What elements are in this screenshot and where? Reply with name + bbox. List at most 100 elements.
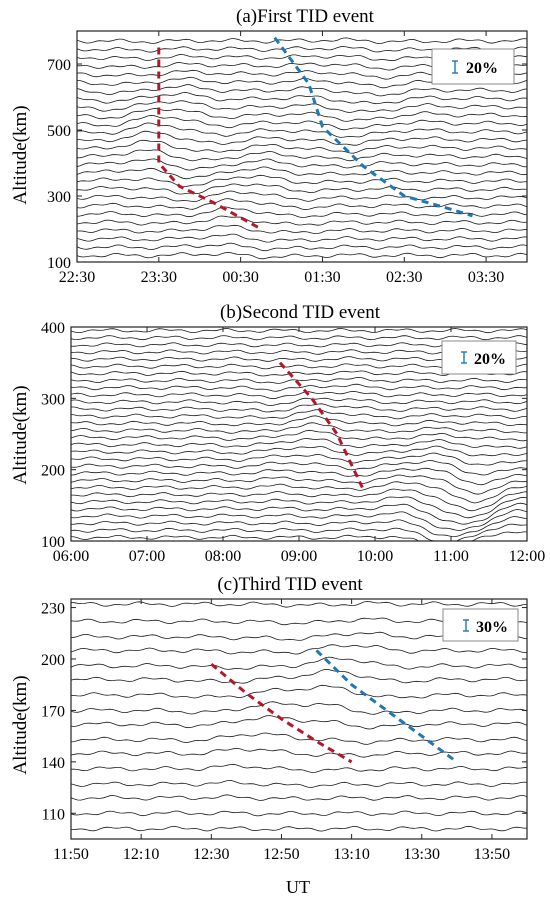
trace-line — [71, 397, 527, 407]
trace-line — [71, 644, 527, 655]
trace-line — [71, 779, 527, 788]
x-tick-label: 11:50 — [53, 846, 89, 863]
y-tick-label: 170 — [41, 703, 65, 720]
y-tick-label: 400 — [41, 320, 65, 337]
trace-line — [77, 224, 527, 235]
trace-line — [71, 460, 527, 476]
trace-line — [77, 92, 527, 105]
y-tick-label: 500 — [47, 123, 71, 140]
y-tick-label: 300 — [41, 391, 65, 408]
x-tick-label: 01:30 — [304, 269, 340, 286]
x-tick-label: 12:00 — [509, 548, 545, 565]
trace-line — [71, 684, 527, 699]
trace-line — [71, 656, 527, 670]
x-tick-label: 13:50 — [474, 846, 510, 863]
x-tick-label: 12:10 — [123, 846, 159, 863]
panel-a-scale-box: 20% — [431, 48, 515, 85]
trace-line — [77, 139, 527, 154]
x-tick-label: 09:00 — [281, 548, 317, 565]
panel-c-scale-label: 30% — [476, 619, 508, 636]
panel-b-xticks: 06:00 07:00 08:00 09:00 10:00 11:00 12:00 — [53, 327, 545, 565]
phase-line-2 — [273, 36, 473, 218]
panel-b-yticks: 100 200 300 400 — [41, 320, 527, 551]
trace-line — [71, 747, 527, 758]
y-tick-label: 230 — [41, 601, 65, 618]
trace-line — [77, 108, 527, 122]
panel-a-series — [157, 36, 473, 231]
trace-line — [71, 763, 527, 773]
x-tick-label: 03:30 — [468, 269, 504, 286]
panel-a-title: (a)First TID event — [236, 6, 375, 27]
trace-line — [71, 715, 527, 730]
trace-line — [71, 429, 527, 442]
panel-c: (c)Third TID event Altitude(km) 11:50 12:… — [10, 574, 528, 897]
x-tick-label: 06:00 — [53, 548, 89, 565]
trace-line — [77, 251, 527, 260]
trace-line — [71, 403, 527, 413]
trace-line — [77, 215, 527, 226]
y-tick-label: 100 — [41, 534, 65, 551]
phase-line-1 — [278, 361, 364, 489]
trace-line — [71, 452, 527, 466]
trace-line — [77, 233, 527, 243]
x-tick-label: 11:00 — [433, 548, 469, 565]
panel-a-xticks: 22:30 23:30 00:30 01:30 02:30 03:30 — [59, 31, 504, 286]
trace-line — [77, 37, 527, 45]
panel-c-yticks: 110 140 170 200 230 — [41, 601, 527, 823]
trace-line — [71, 467, 527, 486]
trace-line — [77, 166, 527, 180]
x-tick-label: 13:30 — [404, 846, 440, 863]
trace-line — [71, 794, 527, 801]
x-tick-label: 02:30 — [386, 269, 422, 286]
x-tick-label: 22:30 — [59, 269, 95, 286]
trace-line — [71, 810, 527, 817]
panel-c-xticks: 11:50 12:10 12:30 12:50 13:10 13:30 13:50 — [53, 599, 510, 863]
trace-line — [77, 100, 527, 113]
trace-line — [71, 390, 527, 400]
trace-line — [77, 158, 527, 171]
y-tick-label: 200 — [41, 463, 65, 480]
panel-c-ylabel: Altitude(km) — [10, 675, 31, 774]
y-tick-label: 140 — [41, 755, 65, 772]
x-tick-label: 13:10 — [333, 846, 369, 863]
trace-line — [71, 516, 527, 538]
panel-c-title: (c)Third TID event — [217, 574, 363, 595]
trace-line — [71, 732, 527, 745]
panel-c-traces — [71, 601, 527, 832]
trace-line — [77, 84, 527, 97]
panel-b: (b)Second TID event Altitude(km) 06:00 07… — [10, 302, 545, 565]
panel-a-scale-label: 20% — [466, 60, 498, 77]
trace-line — [71, 415, 527, 427]
x-tick-label: 12:50 — [263, 846, 299, 863]
trace-line — [71, 502, 527, 525]
panel-c-frame — [70, 598, 528, 840]
trace-line — [77, 130, 527, 146]
trace-line — [77, 114, 527, 131]
trace-line — [77, 190, 527, 202]
trace-line — [71, 445, 527, 457]
panel-b-title: (b)Second TID event — [220, 302, 381, 323]
x-tick-label: 12:30 — [193, 846, 229, 863]
trace-line — [71, 825, 527, 832]
y-tick-label: 700 — [47, 57, 71, 74]
y-tick-label: 200 — [41, 652, 65, 669]
trace-line — [77, 198, 527, 211]
trace-line — [71, 509, 527, 531]
x-tick-label: 00:30 — [222, 269, 258, 286]
phase-line-2 — [315, 649, 458, 764]
y-tick-label: 100 — [47, 255, 71, 272]
trace-line — [71, 438, 527, 449]
phase-line-1 — [157, 47, 262, 231]
panel-a-ylabel: Altitude(km) — [10, 105, 31, 204]
trace-line — [71, 409, 527, 420]
trace-line — [77, 206, 527, 218]
trace-line — [77, 174, 527, 188]
y-tick-label: 300 — [47, 189, 71, 206]
trace-line — [71, 523, 527, 541]
panel-c-series — [210, 649, 458, 764]
trace-line — [71, 422, 527, 434]
panel-b-series — [278, 361, 364, 489]
trace-line — [71, 335, 527, 341]
trace-line — [71, 488, 527, 512]
